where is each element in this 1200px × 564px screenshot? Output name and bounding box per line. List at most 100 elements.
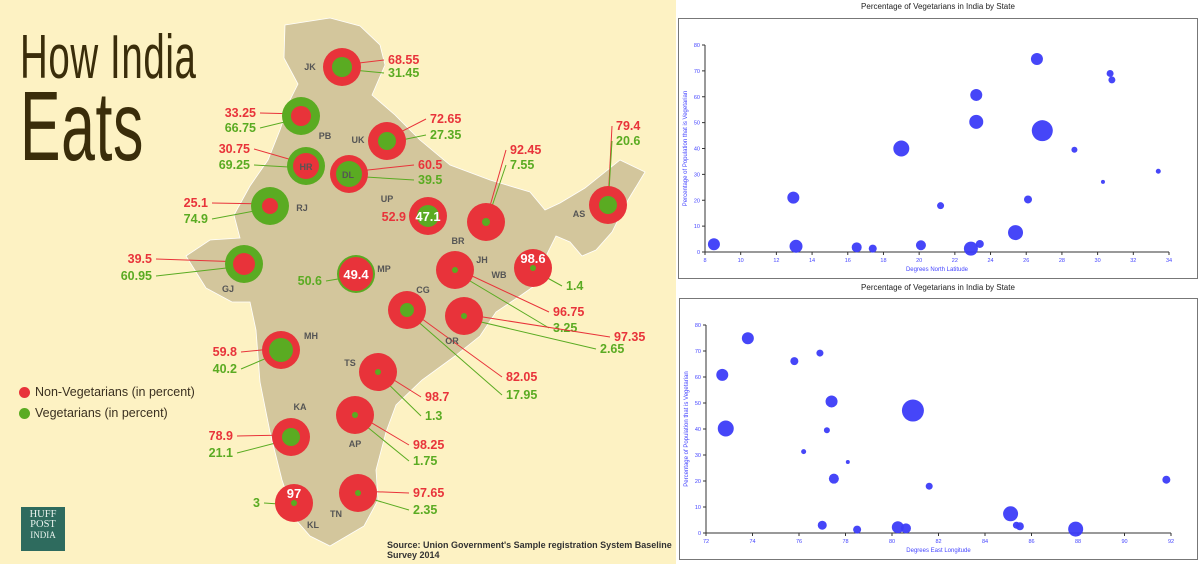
y-tick-label: 0 (697, 250, 700, 256)
state-marker-up: UP 47.1 52.9 (381, 194, 447, 235)
veg-value: 60.95 (121, 269, 152, 283)
inner-circle (262, 198, 278, 214)
x-tick-label: 28 (1059, 258, 1065, 264)
y-tick-label: 30 (695, 453, 701, 459)
inner-circle (291, 106, 311, 126)
state-code-label: DL (342, 170, 354, 180)
data-point (823, 427, 830, 434)
state-code-label: KA (294, 402, 307, 412)
state-code-label: JK (304, 62, 316, 72)
inner-circle (269, 338, 293, 362)
veg-value: 50.6 (298, 274, 322, 288)
data-point (901, 399, 924, 422)
state-code-label: RJ (296, 203, 308, 213)
data-point (969, 114, 984, 129)
x-tick-label: 88 (1075, 539, 1081, 545)
inner-circle (417, 205, 439, 227)
inner-circle (352, 412, 358, 418)
x-tick-label: 92 (1168, 539, 1174, 545)
data-point (1071, 146, 1078, 153)
y-tick-label: 30 (694, 172, 700, 178)
state-marker-ap: AP 98.25 1.75 (336, 396, 444, 468)
data-point (1008, 225, 1024, 241)
y-tick-label: 80 (695, 323, 701, 329)
logo-text: INDIA (30, 530, 56, 540)
scatter-latitude: 8 10 12 14 16 18 20 22 24 26 28 30 32 34 0 10 20 30 40 50 60… (683, 43, 1172, 273)
x-tick-label: 30 (1095, 258, 1101, 264)
state-marker-gj: GJ 39.5 60.95 (121, 245, 263, 294)
y-tick-label: 60 (694, 95, 700, 101)
x-tick-label: 32 (1130, 258, 1136, 264)
state-code-label: HR (300, 162, 313, 172)
title-line-2: Eats (20, 71, 145, 181)
data-point (1162, 475, 1171, 484)
data-point (787, 191, 800, 204)
data-point (790, 357, 799, 366)
data-point (975, 239, 984, 248)
y-tick-label: 70 (695, 349, 701, 355)
state-marker-dl: DL 60.539.5 (330, 155, 442, 193)
veg-value: 47.1 (415, 209, 440, 224)
infographic-panel: JK 68.55 31.45 PB 33.25 66.75 HR 30.75 69.25 UK 72… (0, 0, 676, 564)
data-point (1030, 52, 1043, 65)
veg-value: 39.5 (418, 173, 442, 187)
data-point (851, 242, 862, 253)
inner-circle (599, 196, 617, 214)
inner-circle (339, 257, 373, 291)
state-code-label: WB (492, 270, 507, 280)
y-tick-label: 50 (695, 401, 701, 407)
non-veg-value: 39.5 (128, 252, 152, 266)
y-tick-label: 40 (695, 427, 701, 433)
state-marker-jh: JH 96.75 3.25 (436, 251, 584, 335)
state-marker-mh: MH 59.8 40.2 (213, 331, 318, 376)
state-marker-ts: TS 98.7 1.3 (344, 353, 449, 423)
veg-value: 7.55 (510, 158, 534, 172)
x-tick-label: 26 (1023, 258, 1029, 264)
x-tick-label: 90 (1121, 539, 1127, 545)
state-marker-uk: UK 72.65 27.35 (352, 112, 461, 160)
logo-text: POST (30, 519, 56, 530)
non-veg-value: 98.7 (425, 390, 449, 404)
y-tick-label: 50 (694, 121, 700, 127)
inner-circle (355, 490, 361, 496)
veg-value: 74.9 (184, 212, 208, 226)
state-marker-ka: KA 78.9 21.1 (209, 402, 310, 460)
red-dot-icon (19, 386, 30, 398)
data-point (853, 525, 862, 534)
x-tick-label: 18 (880, 258, 886, 264)
data-point (1155, 168, 1161, 174)
data-point (741, 332, 754, 345)
state-code-label: KL (307, 520, 319, 530)
data-point (868, 244, 877, 253)
state-code-label: MP (377, 264, 391, 274)
data-point (970, 88, 983, 101)
veg-value: 21.1 (209, 446, 233, 460)
data-point (963, 241, 978, 256)
state-code-label: AP (349, 439, 362, 449)
inner-circle (400, 303, 414, 317)
x-tick-label: 78 (842, 539, 848, 545)
x-tick-label: 72 (703, 539, 709, 545)
y-tick-label: 40 (694, 147, 700, 153)
y-axis-label: Percentage of Population that is Vegetar… (684, 371, 690, 486)
state-code-label: JH (476, 255, 488, 265)
green-dot-icon (19, 407, 30, 419)
veg-value: 2.35 (413, 503, 437, 517)
non-veg-value: 25.1 (184, 196, 208, 210)
veg-value: 1.3 (425, 409, 442, 423)
x-tick-label: 22 (952, 258, 958, 264)
leader-line-veg (463, 317, 597, 350)
non-veg-value: 92.45 (510, 143, 541, 157)
state-marker-br: BR 92.457.55 (452, 143, 542, 246)
state-marker-rj: RJ 25.1 74.9 (184, 187, 308, 226)
state-marker-as: AS 79.420.6 (573, 119, 640, 224)
data-point (801, 449, 807, 455)
non-veg-value: 72.65 (430, 112, 461, 126)
non-veg-value: 98.25 (413, 438, 444, 452)
x-tick-label: 10 (738, 258, 744, 264)
x-tick-label: 80 (889, 539, 895, 545)
non-veg-value: 59.8 (213, 345, 237, 359)
inner-circle (291, 500, 297, 506)
inner-circle (332, 57, 352, 77)
